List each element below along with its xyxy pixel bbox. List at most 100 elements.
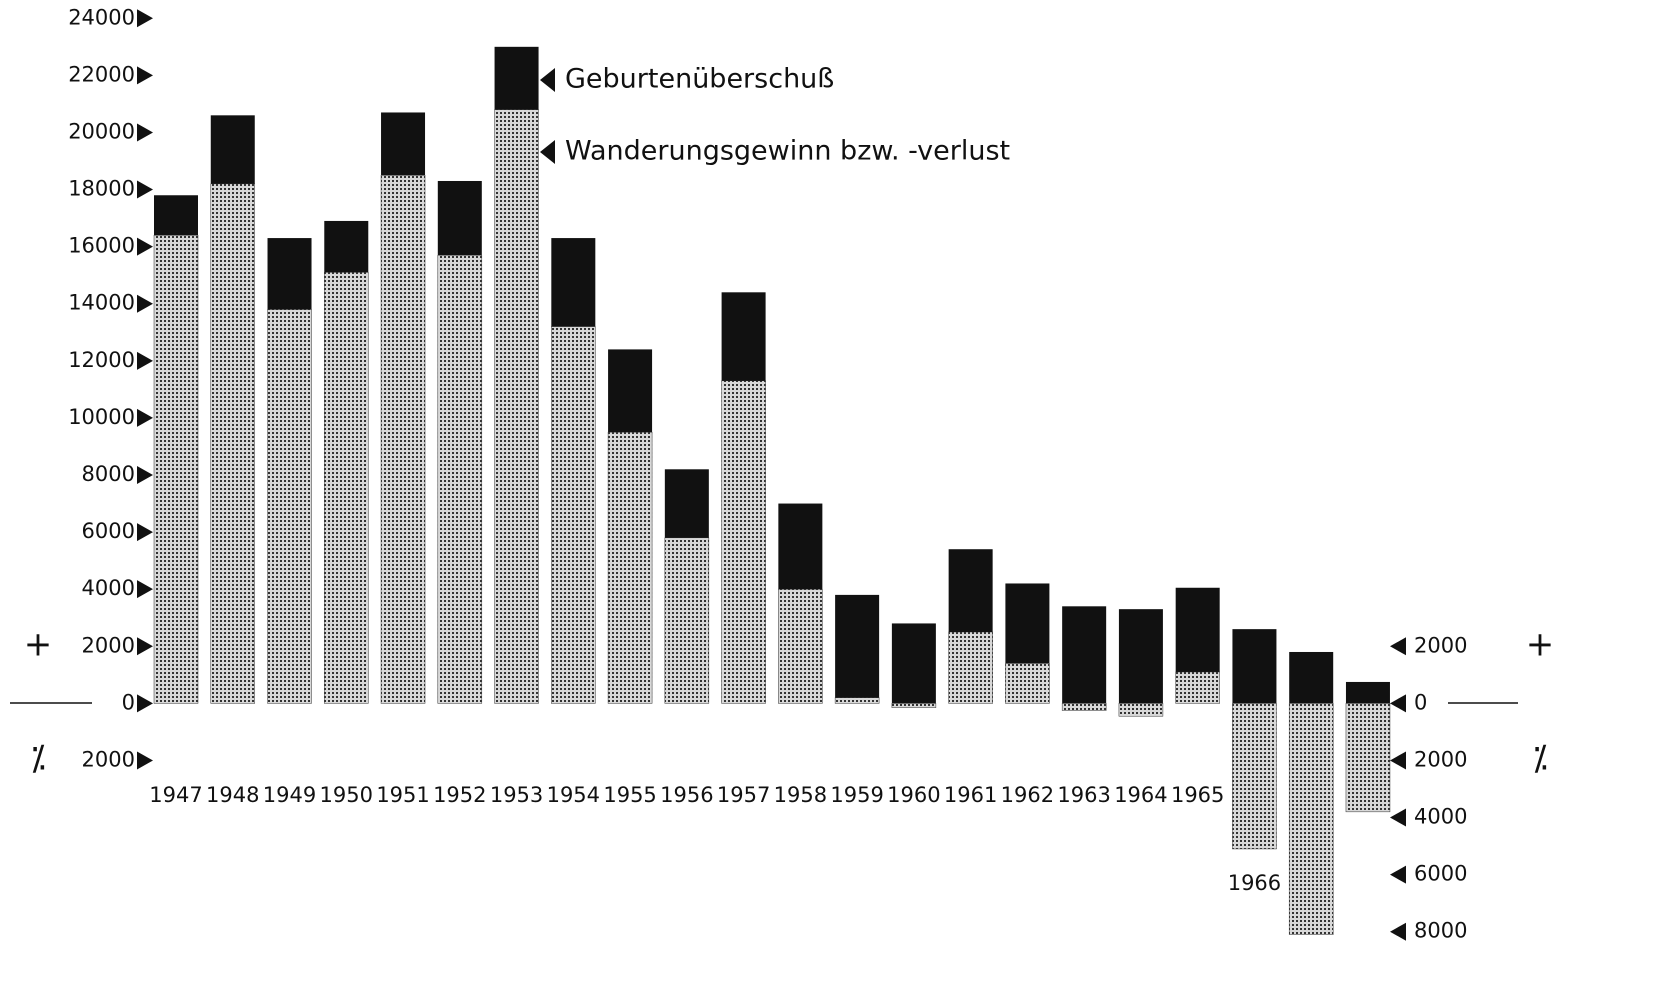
y-tick-mark <box>137 9 153 28</box>
y-tick-label: 12000 <box>68 348 135 372</box>
bar-segment <box>1345 703 1391 813</box>
bar-segment <box>1175 587 1220 672</box>
bar-segment <box>1118 609 1163 704</box>
x-tick-label: 1960 <box>887 783 940 807</box>
y-tick-mark <box>137 466 153 484</box>
y-tick-mark <box>137 523 153 542</box>
bar-segment <box>267 238 312 310</box>
legend-marker <box>540 68 555 92</box>
y-tick-label: 22000 <box>68 62 135 86</box>
y-tick-mark <box>137 66 153 85</box>
x-tick-label: 1958 <box>774 783 827 807</box>
bar-segment <box>664 537 710 704</box>
x-tick-label: 1948 <box>206 783 259 807</box>
y-tick-label: 2000 <box>82 633 135 657</box>
y-tick-mark <box>137 751 153 770</box>
y2-tick-mark <box>1390 922 1406 941</box>
bar-segment <box>153 234 199 704</box>
y-tick-mark <box>137 294 153 313</box>
x-tick-label: 1950 <box>320 783 373 807</box>
y-tick-label: 4000 <box>82 576 135 600</box>
bar-segment <box>494 46 539 110</box>
bar-segment <box>891 703 937 708</box>
y-tick-label: 8000 <box>82 462 135 486</box>
x-tick-label: 1953 <box>490 783 543 807</box>
y2-tick-label: 8000 <box>1414 919 1467 943</box>
bar-segment <box>437 254 483 704</box>
bar-segment <box>1005 663 1050 704</box>
bar-segment <box>210 115 255 184</box>
x-tick-label: 1955 <box>603 783 656 807</box>
bar-segment <box>1288 703 1334 935</box>
bar-segment <box>1232 629 1277 704</box>
x-tick-label: 1952 <box>433 783 486 807</box>
y-tick-label: 24000 <box>68 5 135 29</box>
bar-segment <box>267 309 312 704</box>
bar-segment <box>891 623 936 704</box>
x-tick-label: 1959 <box>830 783 883 807</box>
x-tick-label: 1964 <box>1114 783 1167 807</box>
x-tick-label: 1962 <box>1001 783 1054 807</box>
x-tick-label: 1963 <box>1057 783 1110 807</box>
x-tick-label: 1965 <box>1171 783 1224 807</box>
bar-segment <box>835 594 880 698</box>
bar-segment <box>210 183 256 704</box>
y2-tick-mark <box>1390 694 1406 713</box>
bar-segment <box>437 180 482 256</box>
bar-segment <box>324 272 369 704</box>
y2-tick-mark <box>1390 637 1406 656</box>
y2-tick-mark <box>1390 808 1406 827</box>
y2-tick-mark <box>1390 865 1406 884</box>
plus-sign: + <box>1526 625 1555 665</box>
y2-tick-label: 4000 <box>1414 805 1467 829</box>
y-tick-label: 10000 <box>68 405 135 429</box>
bar-segment <box>607 431 653 704</box>
x-tick-label: 1956 <box>660 783 713 807</box>
bar-segment <box>551 326 596 704</box>
bar-segment <box>381 112 426 176</box>
y-tick-mark <box>137 637 153 656</box>
bar-segment <box>1062 606 1107 704</box>
bar-segment <box>1005 583 1050 664</box>
y-tick-label: 2000 <box>82 747 135 771</box>
x-tick-label: 1954 <box>547 783 600 807</box>
bar-segment <box>778 503 823 590</box>
bar-segment <box>324 220 369 273</box>
bar-segment <box>948 631 993 704</box>
bar-segment <box>380 175 426 704</box>
bar-segment <box>1232 703 1277 850</box>
bar-segment <box>834 697 880 704</box>
bar-segment <box>664 469 709 538</box>
x-tick-label: 1957 <box>717 783 770 807</box>
y-tick-label: 16000 <box>68 234 135 258</box>
y-tick-mark <box>137 580 153 599</box>
bar-segment <box>721 292 766 381</box>
minus-sign: ⁒ <box>1532 739 1547 779</box>
bar-segment <box>1289 651 1334 704</box>
bar-segment <box>608 349 653 433</box>
bar-segment <box>1175 671 1220 704</box>
y-tick-mark <box>137 694 153 713</box>
y2-tick-mark <box>1390 751 1406 770</box>
bar-segment <box>494 109 539 704</box>
y2-tick-label: 2000 <box>1414 633 1467 657</box>
bar-segment <box>778 588 823 704</box>
y-tick-label: 14000 <box>68 291 135 315</box>
plus-sign: + <box>24 625 53 665</box>
bar-segment <box>1061 703 1107 711</box>
y-tick-mark <box>137 408 153 427</box>
y-tick-label: 20000 <box>68 119 135 143</box>
y2-tick-label: 6000 <box>1414 862 1467 886</box>
y-tick-label: 6000 <box>82 519 135 543</box>
y-tick-mark <box>137 237 153 256</box>
bar-segment <box>1345 681 1390 704</box>
y-tick-mark <box>137 180 153 199</box>
y-tick-mark <box>137 123 153 142</box>
minus-sign: ⁒ <box>30 739 45 779</box>
bar-segment <box>1118 703 1164 717</box>
y-tick-mark <box>137 351 153 370</box>
legend-label: Geburtenüberschuß <box>565 64 834 95</box>
y2-tick-label: 2000 <box>1414 747 1467 771</box>
x-tick-label: 1947 <box>149 783 202 807</box>
